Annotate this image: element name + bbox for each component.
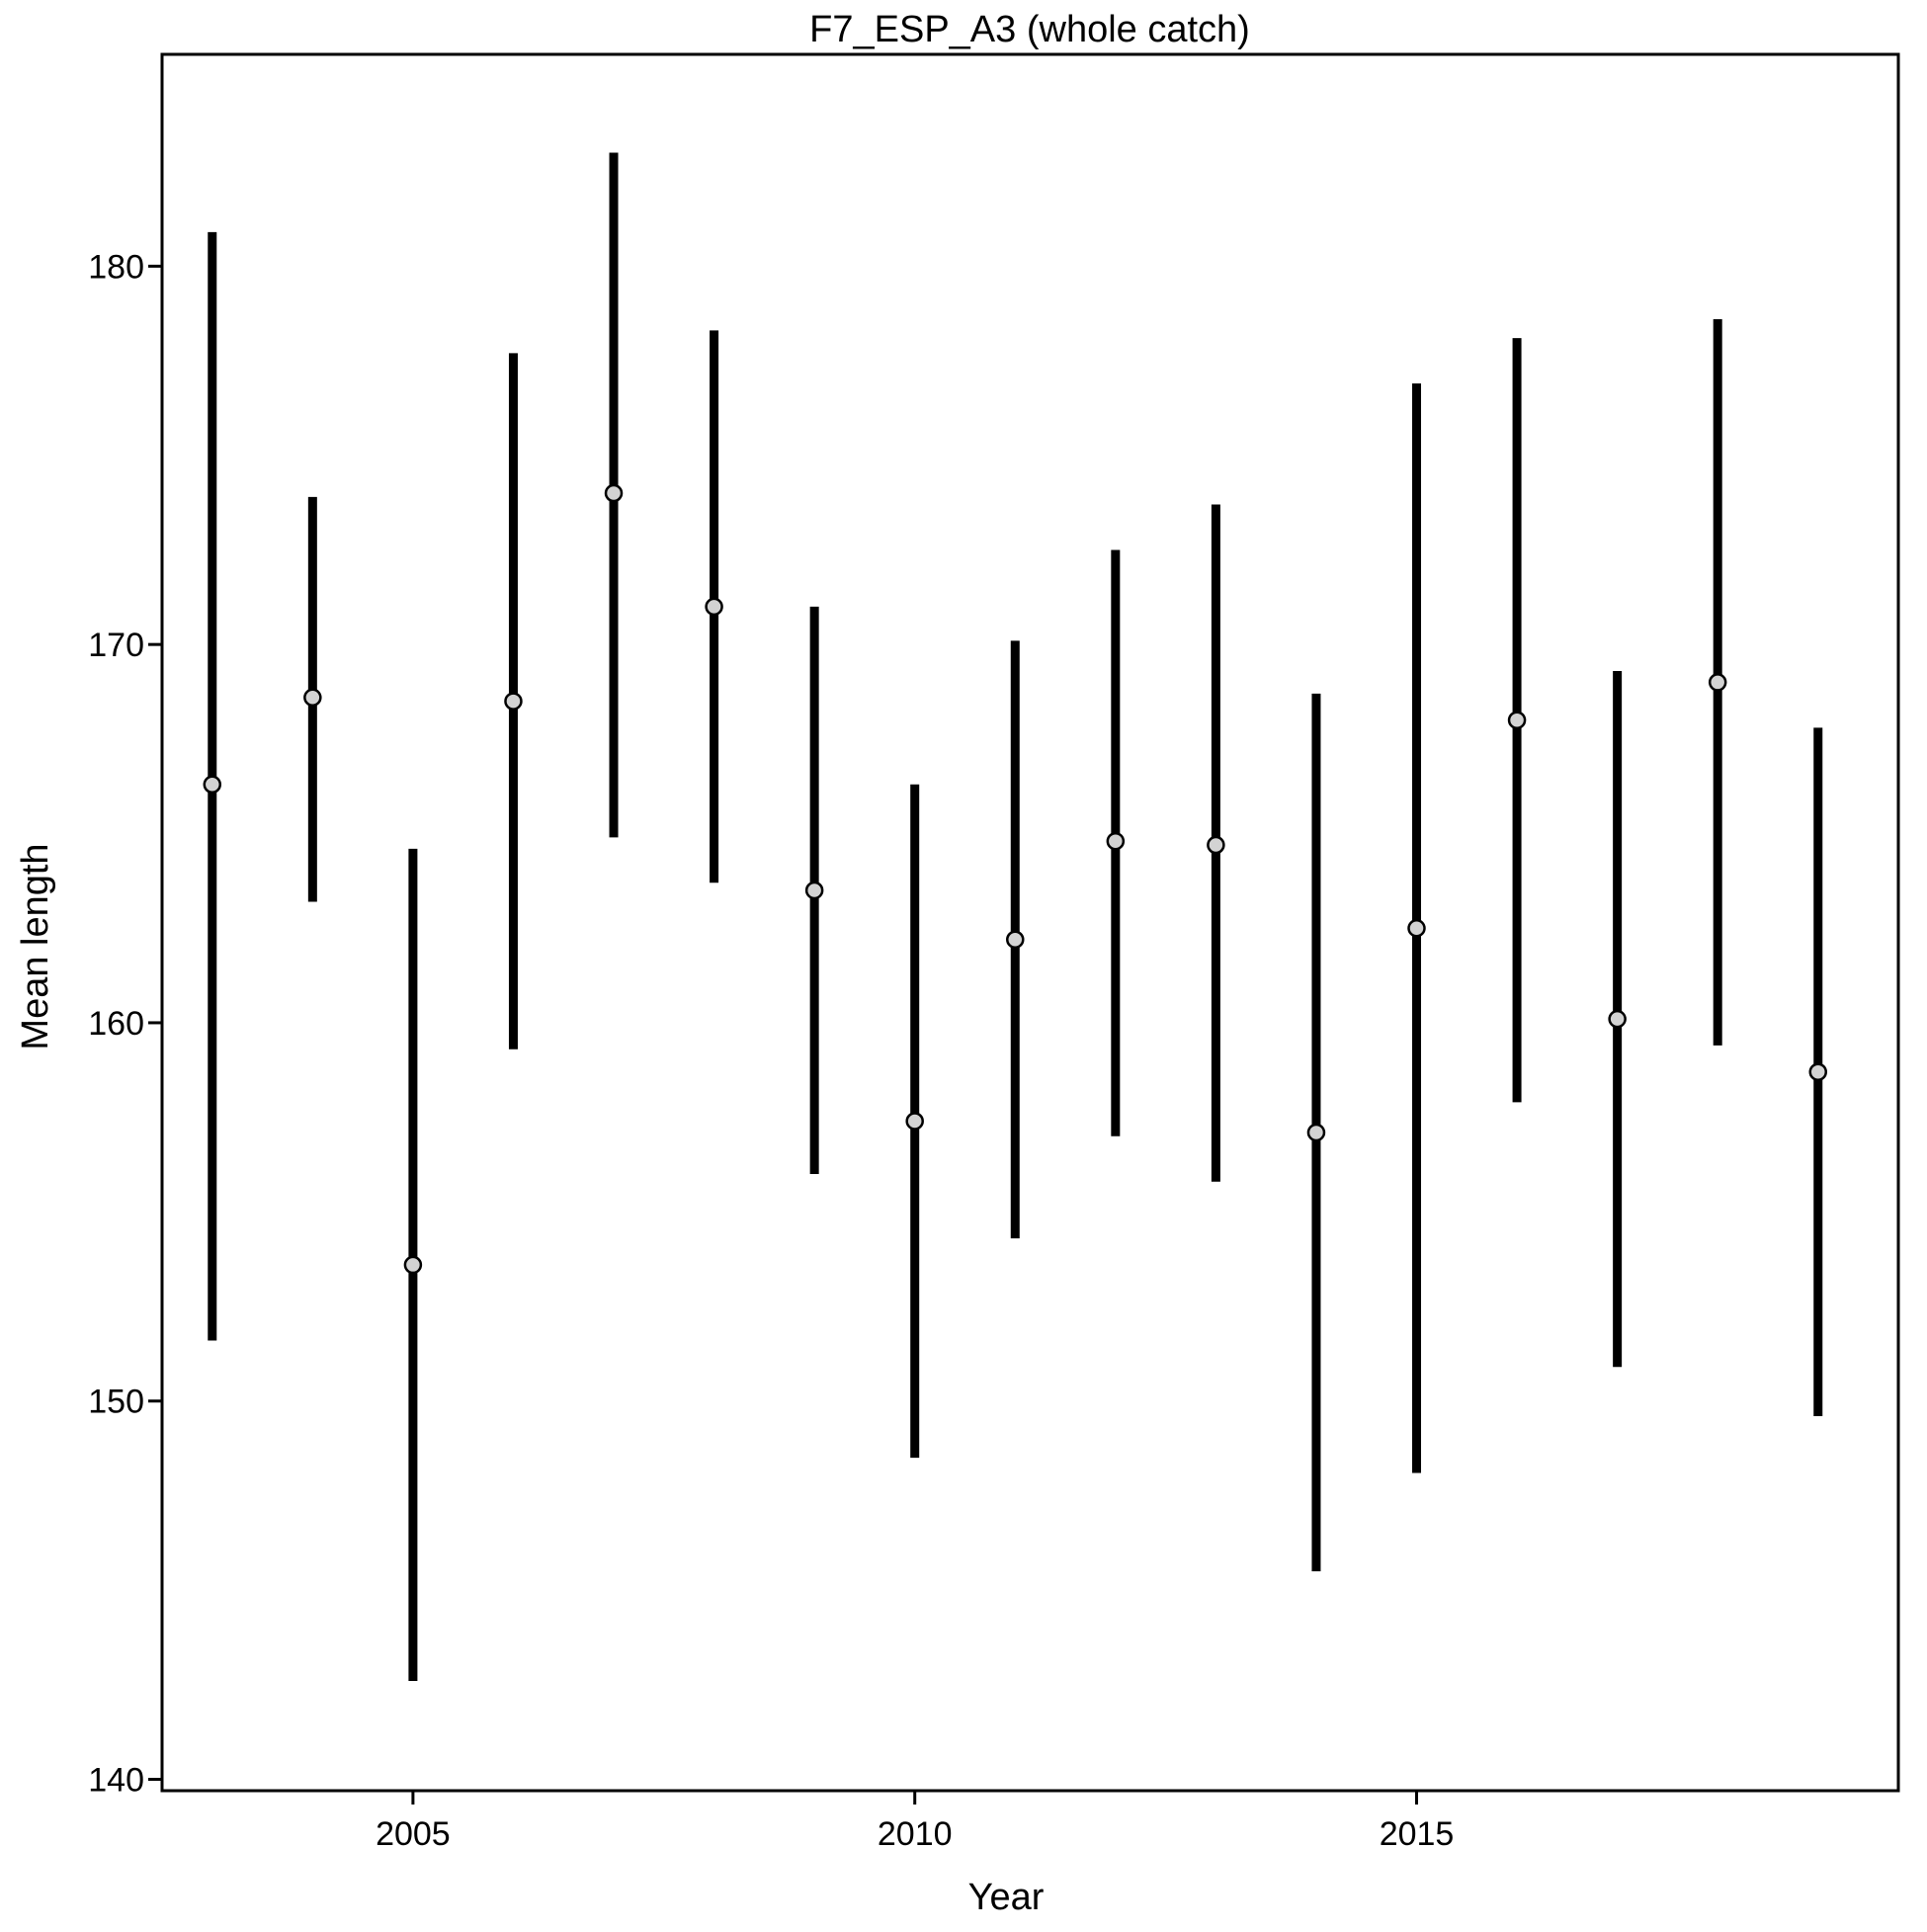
x-axis: 2005 2010 2015 [376,1791,1454,1853]
plot-frame [160,52,1900,1793]
x-tick-label: 2010 [878,1815,953,1853]
mean-point-2019 [1808,1062,1828,1081]
mean-point-2018 [1708,673,1727,692]
mean-point-2004 [303,688,322,707]
mean-point-2005 [403,1255,423,1275]
mean-point-2003 [203,775,222,795]
error-bars [208,152,1823,1681]
mean-point-2008 [705,597,723,617]
y-tick-label: 140 [88,1762,144,1800]
mean-point-2006 [504,692,523,711]
mean-point-2015 [1407,918,1426,938]
y-axis-label: Mean length [15,843,56,1050]
data-points [203,483,1828,1275]
x-tick-label: 2015 [1380,1815,1455,1853]
y-axis: 140 150 160 170 180 [88,248,162,1800]
mean-point-2011 [1006,930,1025,949]
mean-point-2010 [905,1112,924,1131]
chart-title: F7_ESP_A3 (whole catch) [809,9,1250,50]
y-tick-label: 160 [88,1005,144,1043]
mean-point-2007 [604,483,624,503]
mean-point-2009 [804,881,824,900]
mean-point-2016 [1507,711,1527,729]
mean-point-2013 [1207,835,1225,855]
x-axis-label: Year [968,1877,1045,1918]
mean-point-2017 [1608,1009,1627,1029]
y-tick-label: 180 [88,248,144,286]
mean-point-2012 [1106,831,1126,851]
mean-point-2014 [1306,1123,1326,1142]
y-tick-label: 150 [88,1384,144,1421]
x-tick-label: 2005 [376,1815,451,1853]
y-tick-label: 170 [88,627,144,664]
